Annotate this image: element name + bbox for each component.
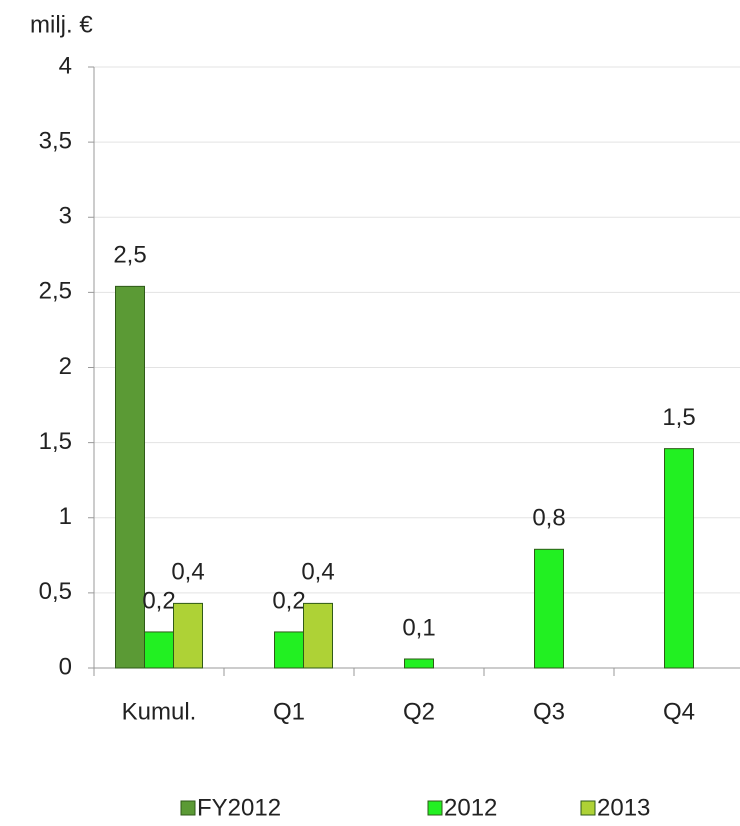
data-label: 1,5 bbox=[662, 404, 695, 431]
y-tick-label: 1 bbox=[59, 503, 72, 530]
x-tick-label: Kumul. bbox=[122, 698, 197, 725]
x-tick-label: Q4 bbox=[663, 698, 695, 725]
y-tick-label: 1,5 bbox=[39, 428, 72, 455]
bar bbox=[534, 548, 564, 669]
data-label: 2,5 bbox=[113, 242, 146, 269]
legend-label: FY2012 bbox=[197, 794, 281, 821]
bar bbox=[274, 631, 304, 669]
y-tick-label: 2 bbox=[59, 353, 72, 380]
y-tick-label: 2,5 bbox=[39, 278, 72, 305]
bar bbox=[115, 285, 145, 669]
bar bbox=[404, 658, 434, 669]
legend-swatch bbox=[580, 800, 596, 816]
y-tick-label: 0 bbox=[59, 653, 72, 680]
legend-label: 2013 bbox=[597, 794, 650, 821]
data-label: 0,1 bbox=[402, 614, 435, 641]
y-tick-label: 3 bbox=[59, 203, 72, 230]
legend-swatch bbox=[180, 800, 196, 816]
x-tick-label: Q1 bbox=[273, 698, 305, 725]
bar bbox=[303, 602, 333, 669]
data-label: 0,8 bbox=[532, 505, 565, 532]
bar bbox=[144, 631, 174, 669]
y-tick-label: 4 bbox=[59, 52, 72, 79]
data-label: 0,4 bbox=[171, 559, 204, 586]
data-label: 0,4 bbox=[301, 559, 334, 586]
legend-label: 2012 bbox=[444, 794, 497, 821]
data-label: 0,2 bbox=[272, 587, 305, 614]
y-axis-label: milj. € bbox=[30, 11, 93, 38]
bar bbox=[664, 448, 694, 669]
legend-swatch bbox=[427, 800, 443, 816]
data-label: 0,2 bbox=[142, 587, 175, 614]
x-tick-label: Q2 bbox=[403, 698, 435, 725]
y-tick-label: 0,5 bbox=[39, 578, 72, 605]
y-tick-label: 3,5 bbox=[39, 127, 72, 154]
bar bbox=[173, 602, 203, 669]
x-tick-label: Q3 bbox=[533, 698, 565, 725]
